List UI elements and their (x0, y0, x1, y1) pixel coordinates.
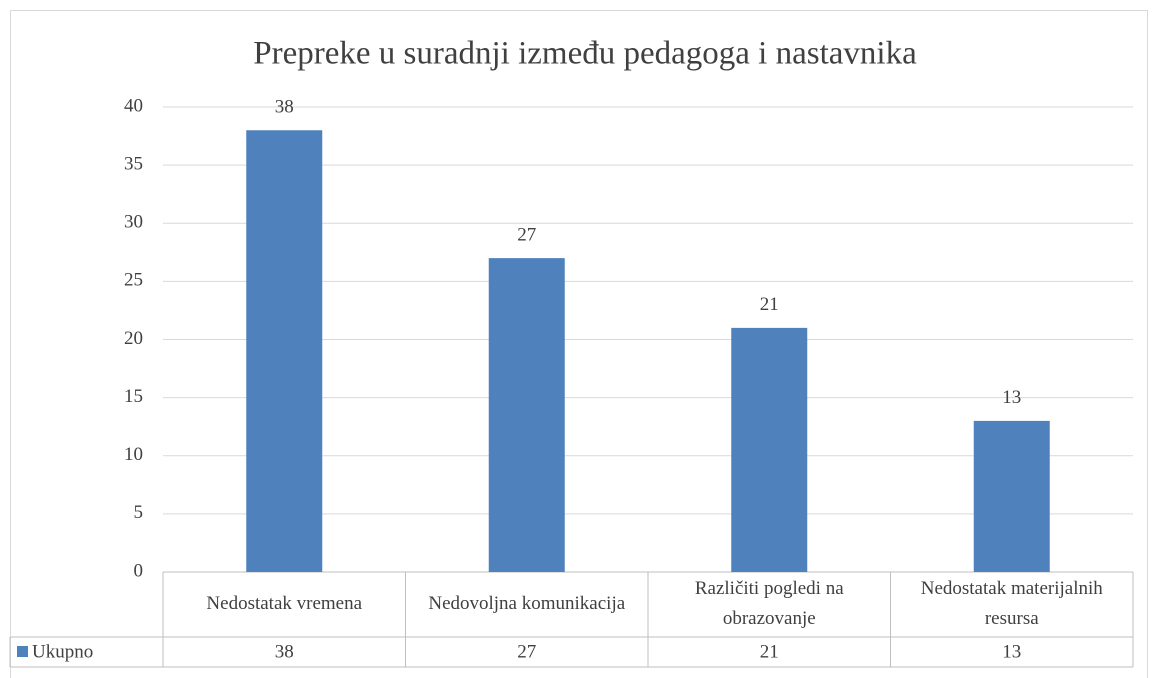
bar (488, 258, 565, 572)
table-value: 13 (1002, 641, 1021, 662)
y-tick-label: 30 (124, 212, 143, 233)
x-tick-label: Nedostatak materijalnih resursa (921, 578, 1104, 629)
x-tick-label: Nedovoljna komunikacija (428, 593, 625, 614)
data-label: 13 (1002, 387, 1021, 408)
table-value: 38 (275, 641, 294, 662)
bar (731, 327, 808, 572)
x-tick-label: Različiti pogledi na obrazovanje (695, 578, 844, 629)
data-label: 21 (760, 294, 779, 315)
x-tick-label: Nedostatak vremena (206, 593, 362, 614)
y-tick-label: 35 (124, 153, 143, 174)
y-tick-label: 25 (124, 270, 143, 291)
table-value: 21 (760, 641, 779, 662)
legend-label: Ukupno (32, 641, 93, 662)
y-tick-label: 5 (134, 502, 144, 523)
legend-key (17, 646, 28, 657)
bar (246, 130, 323, 572)
bar (973, 420, 1050, 572)
data-label: 38 (275, 97, 294, 118)
table-value: 27 (517, 641, 536, 662)
y-tick-label: 20 (124, 328, 143, 349)
y-tick-label: 15 (124, 386, 143, 407)
y-tick-label: 10 (124, 444, 143, 465)
data-label: 27 (517, 224, 536, 245)
chart-title: Prepreke u suradnji između pedagoga i na… (253, 36, 917, 72)
chart-border (10, 10, 1148, 678)
y-tick-label: 0 (134, 560, 144, 581)
y-tick-label: 40 (124, 95, 143, 116)
